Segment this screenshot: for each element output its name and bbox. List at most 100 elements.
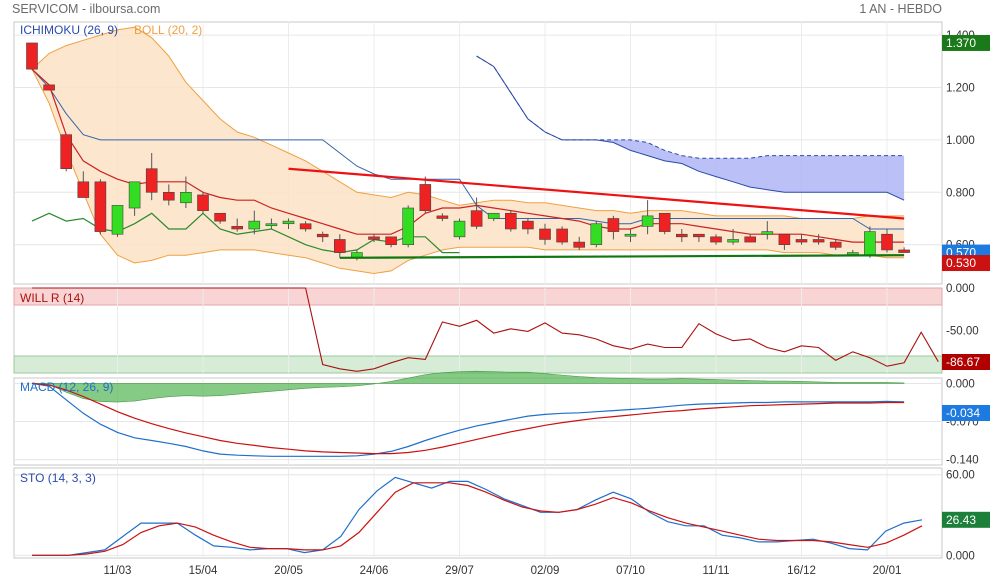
candle <box>145 153 158 201</box>
candle <box>402 205 415 248</box>
williams-r-line <box>32 287 939 372</box>
candle <box>710 234 722 245</box>
stochastic-title: STO (14, 3, 3) <box>20 471 96 485</box>
candle-body <box>470 210 483 227</box>
tenkan-sen-line <box>31 68 905 243</box>
macd-value-tag-bg <box>942 405 990 421</box>
candle-body <box>265 223 278 227</box>
y-tick-label: 0.800 <box>946 187 975 199</box>
chart-source-title: SERVICOM - ilboursa.com <box>12 2 161 16</box>
candle-body <box>145 168 158 193</box>
y-tick-label: 0.000 <box>946 550 975 562</box>
candle <box>641 200 654 235</box>
candle <box>573 236 586 250</box>
candle-body <box>522 220 534 230</box>
candle-body <box>248 220 261 230</box>
candle <box>299 221 312 232</box>
y-tick-label: 0.000 <box>946 378 975 390</box>
y-tick-label: 60.00 <box>946 470 975 482</box>
x-tick-label: 02/09 <box>531 565 560 577</box>
y-tick-label: -50.00 <box>946 326 979 338</box>
candle-body <box>436 215 449 219</box>
y-tick-label: 1.200 <box>946 83 975 95</box>
candle <box>77 171 90 198</box>
candle <box>333 234 346 258</box>
candle <box>248 210 261 235</box>
candle <box>26 42 38 70</box>
stochastic-k-line <box>32 476 923 556</box>
candle-body <box>624 233 637 237</box>
candle <box>590 221 603 248</box>
williams-r-value-tag-bg <box>942 354 990 370</box>
x-tick-label: 24/06 <box>360 565 389 577</box>
candle-body <box>778 233 791 246</box>
x-tick-label: 29/07 <box>445 565 474 577</box>
candle-body <box>573 241 586 248</box>
stochastic-panel <box>13 467 943 559</box>
candle <box>470 197 483 229</box>
candle <box>812 234 825 245</box>
candle-body <box>539 228 551 240</box>
candle-body <box>881 233 893 251</box>
x-tick-label: 07/10 <box>616 565 645 577</box>
candle <box>795 234 808 245</box>
candle-body <box>487 212 500 219</box>
senkou-span-b-line <box>476 55 905 201</box>
candle-body <box>214 212 226 222</box>
candle <box>522 218 534 235</box>
candle <box>504 210 517 232</box>
candle <box>316 231 329 243</box>
macd-line <box>31 382 905 457</box>
candle-body <box>402 207 415 246</box>
candle-body <box>864 231 876 256</box>
candle <box>180 176 192 209</box>
candle <box>111 205 124 237</box>
candle-body <box>453 220 466 238</box>
candle-body <box>368 236 380 240</box>
candle <box>761 221 774 240</box>
candle <box>94 179 107 235</box>
candle <box>778 233 791 250</box>
candle <box>231 218 243 232</box>
williams-r-value-tag: -86.67 <box>946 355 980 369</box>
candle-body <box>812 239 825 243</box>
x-tick-label: 16/12 <box>787 565 816 577</box>
candle-body <box>231 226 243 230</box>
x-tick-label: 20/05 <box>274 565 303 577</box>
bollinger-lower-line <box>31 68 905 275</box>
price-tag-high-bg <box>942 34 990 51</box>
candle-body <box>744 236 757 243</box>
candle-body <box>898 249 910 253</box>
candle-body <box>590 223 603 246</box>
candle-body <box>111 205 124 235</box>
candle <box>881 228 893 253</box>
candle <box>658 212 671 235</box>
candle <box>419 176 432 214</box>
candle-body <box>641 215 654 227</box>
candle <box>487 212 500 222</box>
resistance-trend-line <box>288 167 905 220</box>
candle-body <box>26 42 38 70</box>
candle-body <box>846 252 859 255</box>
candle-body <box>77 181 90 198</box>
stochastic-value-tag: 26.43 <box>946 513 976 527</box>
candle-body <box>556 228 568 243</box>
price-tag-high: 1.370 <box>946 36 976 50</box>
williams-overbought-band <box>13 287 943 306</box>
kijun-sen-line <box>31 68 905 230</box>
candle-body <box>693 233 705 238</box>
candle-body <box>385 236 397 245</box>
candle <box>385 236 397 248</box>
candle-body <box>795 239 808 243</box>
candle <box>265 218 278 229</box>
candle-body <box>299 223 312 230</box>
candle <box>43 84 55 91</box>
candle-body <box>761 231 774 235</box>
macd-value-tag: -0.034 <box>946 406 980 420</box>
candle-body <box>180 192 192 204</box>
price-tag-low-bg <box>942 255 990 272</box>
candle-body <box>128 181 141 209</box>
candle-body <box>333 239 346 253</box>
candle <box>675 228 688 243</box>
